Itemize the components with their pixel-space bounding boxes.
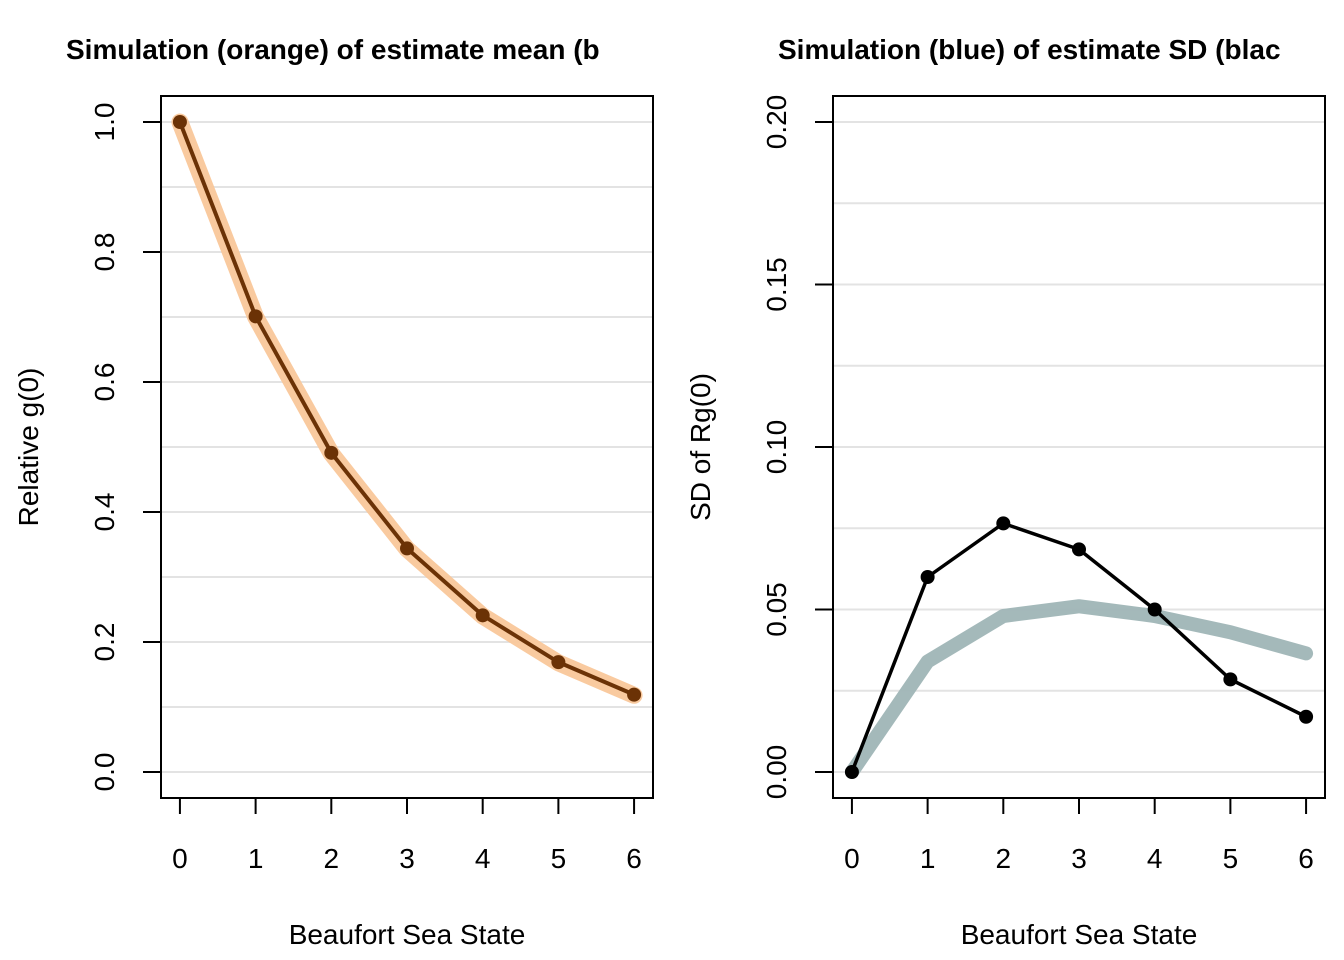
x-tick-label: 4 bbox=[1147, 843, 1163, 874]
chart-panel-2: 0 1 2 3 4 5 6 0.00 0.05 0.10 0.15 0.20 Beaufort Sea … bbox=[685, 34, 1326, 950]
data-point bbox=[920, 570, 935, 584]
x-tick-label: 0 bbox=[844, 843, 860, 874]
x-tick-label: 3 bbox=[399, 843, 415, 874]
x-axis-label: Beaufort Sea State bbox=[289, 919, 526, 950]
y-tick-label: 1.0 bbox=[89, 103, 120, 142]
x-tick-label: 5 bbox=[1223, 843, 1239, 874]
data-point bbox=[1072, 542, 1086, 557]
data-point bbox=[996, 516, 1011, 531]
data-point bbox=[1223, 672, 1238, 687]
x-axis-label: Beaufort Sea State bbox=[961, 919, 1198, 950]
y-tick-label: 0.00 bbox=[761, 745, 792, 800]
y-tick-label: 0.8 bbox=[89, 233, 120, 272]
x-tick-label: 3 bbox=[1071, 843, 1087, 874]
x-tick-label: 6 bbox=[1298, 843, 1314, 874]
x-tick-label: 0 bbox=[172, 843, 188, 874]
y-tick-label: 0.05 bbox=[761, 582, 792, 637]
chart-title: Simulation (blue) of estimate SD (blac bbox=[778, 34, 1281, 65]
data-point bbox=[844, 765, 859, 779]
series-simulation-line bbox=[171, 113, 643, 704]
data-point bbox=[324, 445, 339, 460]
y-tick-label: 0.6 bbox=[89, 363, 120, 402]
series-estimate-line bbox=[850, 521, 1307, 773]
y-tick-label: 0.0 bbox=[89, 753, 120, 792]
x-tick-label: 1 bbox=[248, 843, 264, 874]
chart-panel-1: 0 1 2 3 4 5 6 0.0 0.2 0.4 0.6 0.8 1.0 Beaufort Sea St… bbox=[13, 34, 654, 950]
x-tick-label: 1 bbox=[920, 843, 936, 874]
data-point bbox=[1147, 602, 1162, 617]
y-tick-label: 0.20 bbox=[761, 95, 792, 150]
data-point bbox=[551, 655, 566, 670]
x-tick-label: 6 bbox=[626, 843, 642, 874]
series-estimate-line bbox=[178, 121, 635, 697]
y-tick-label: 0.15 bbox=[761, 257, 792, 312]
y-tick-label: 0.10 bbox=[761, 420, 792, 475]
data-point bbox=[475, 608, 490, 623]
chart-title: Simulation (orange) of estimate mean (b bbox=[66, 34, 600, 65]
y-tick-label: 0.4 bbox=[89, 493, 120, 532]
x-tick-label: 2 bbox=[996, 843, 1012, 874]
data-point bbox=[627, 687, 642, 702]
data-point bbox=[400, 541, 414, 556]
data-point bbox=[1299, 709, 1314, 724]
data-point bbox=[172, 115, 187, 129]
data-point bbox=[248, 309, 263, 324]
series-simulation-line bbox=[844, 599, 1314, 779]
y-tick-label: 0.2 bbox=[89, 623, 120, 662]
x-tick-label: 4 bbox=[475, 843, 491, 874]
y-axis-label: Relative g(0) bbox=[13, 368, 44, 527]
x-tick-label: 5 bbox=[551, 843, 567, 874]
x-tick-label: 2 bbox=[324, 843, 340, 874]
y-axis-label: SD of Rg(0) bbox=[685, 373, 716, 521]
